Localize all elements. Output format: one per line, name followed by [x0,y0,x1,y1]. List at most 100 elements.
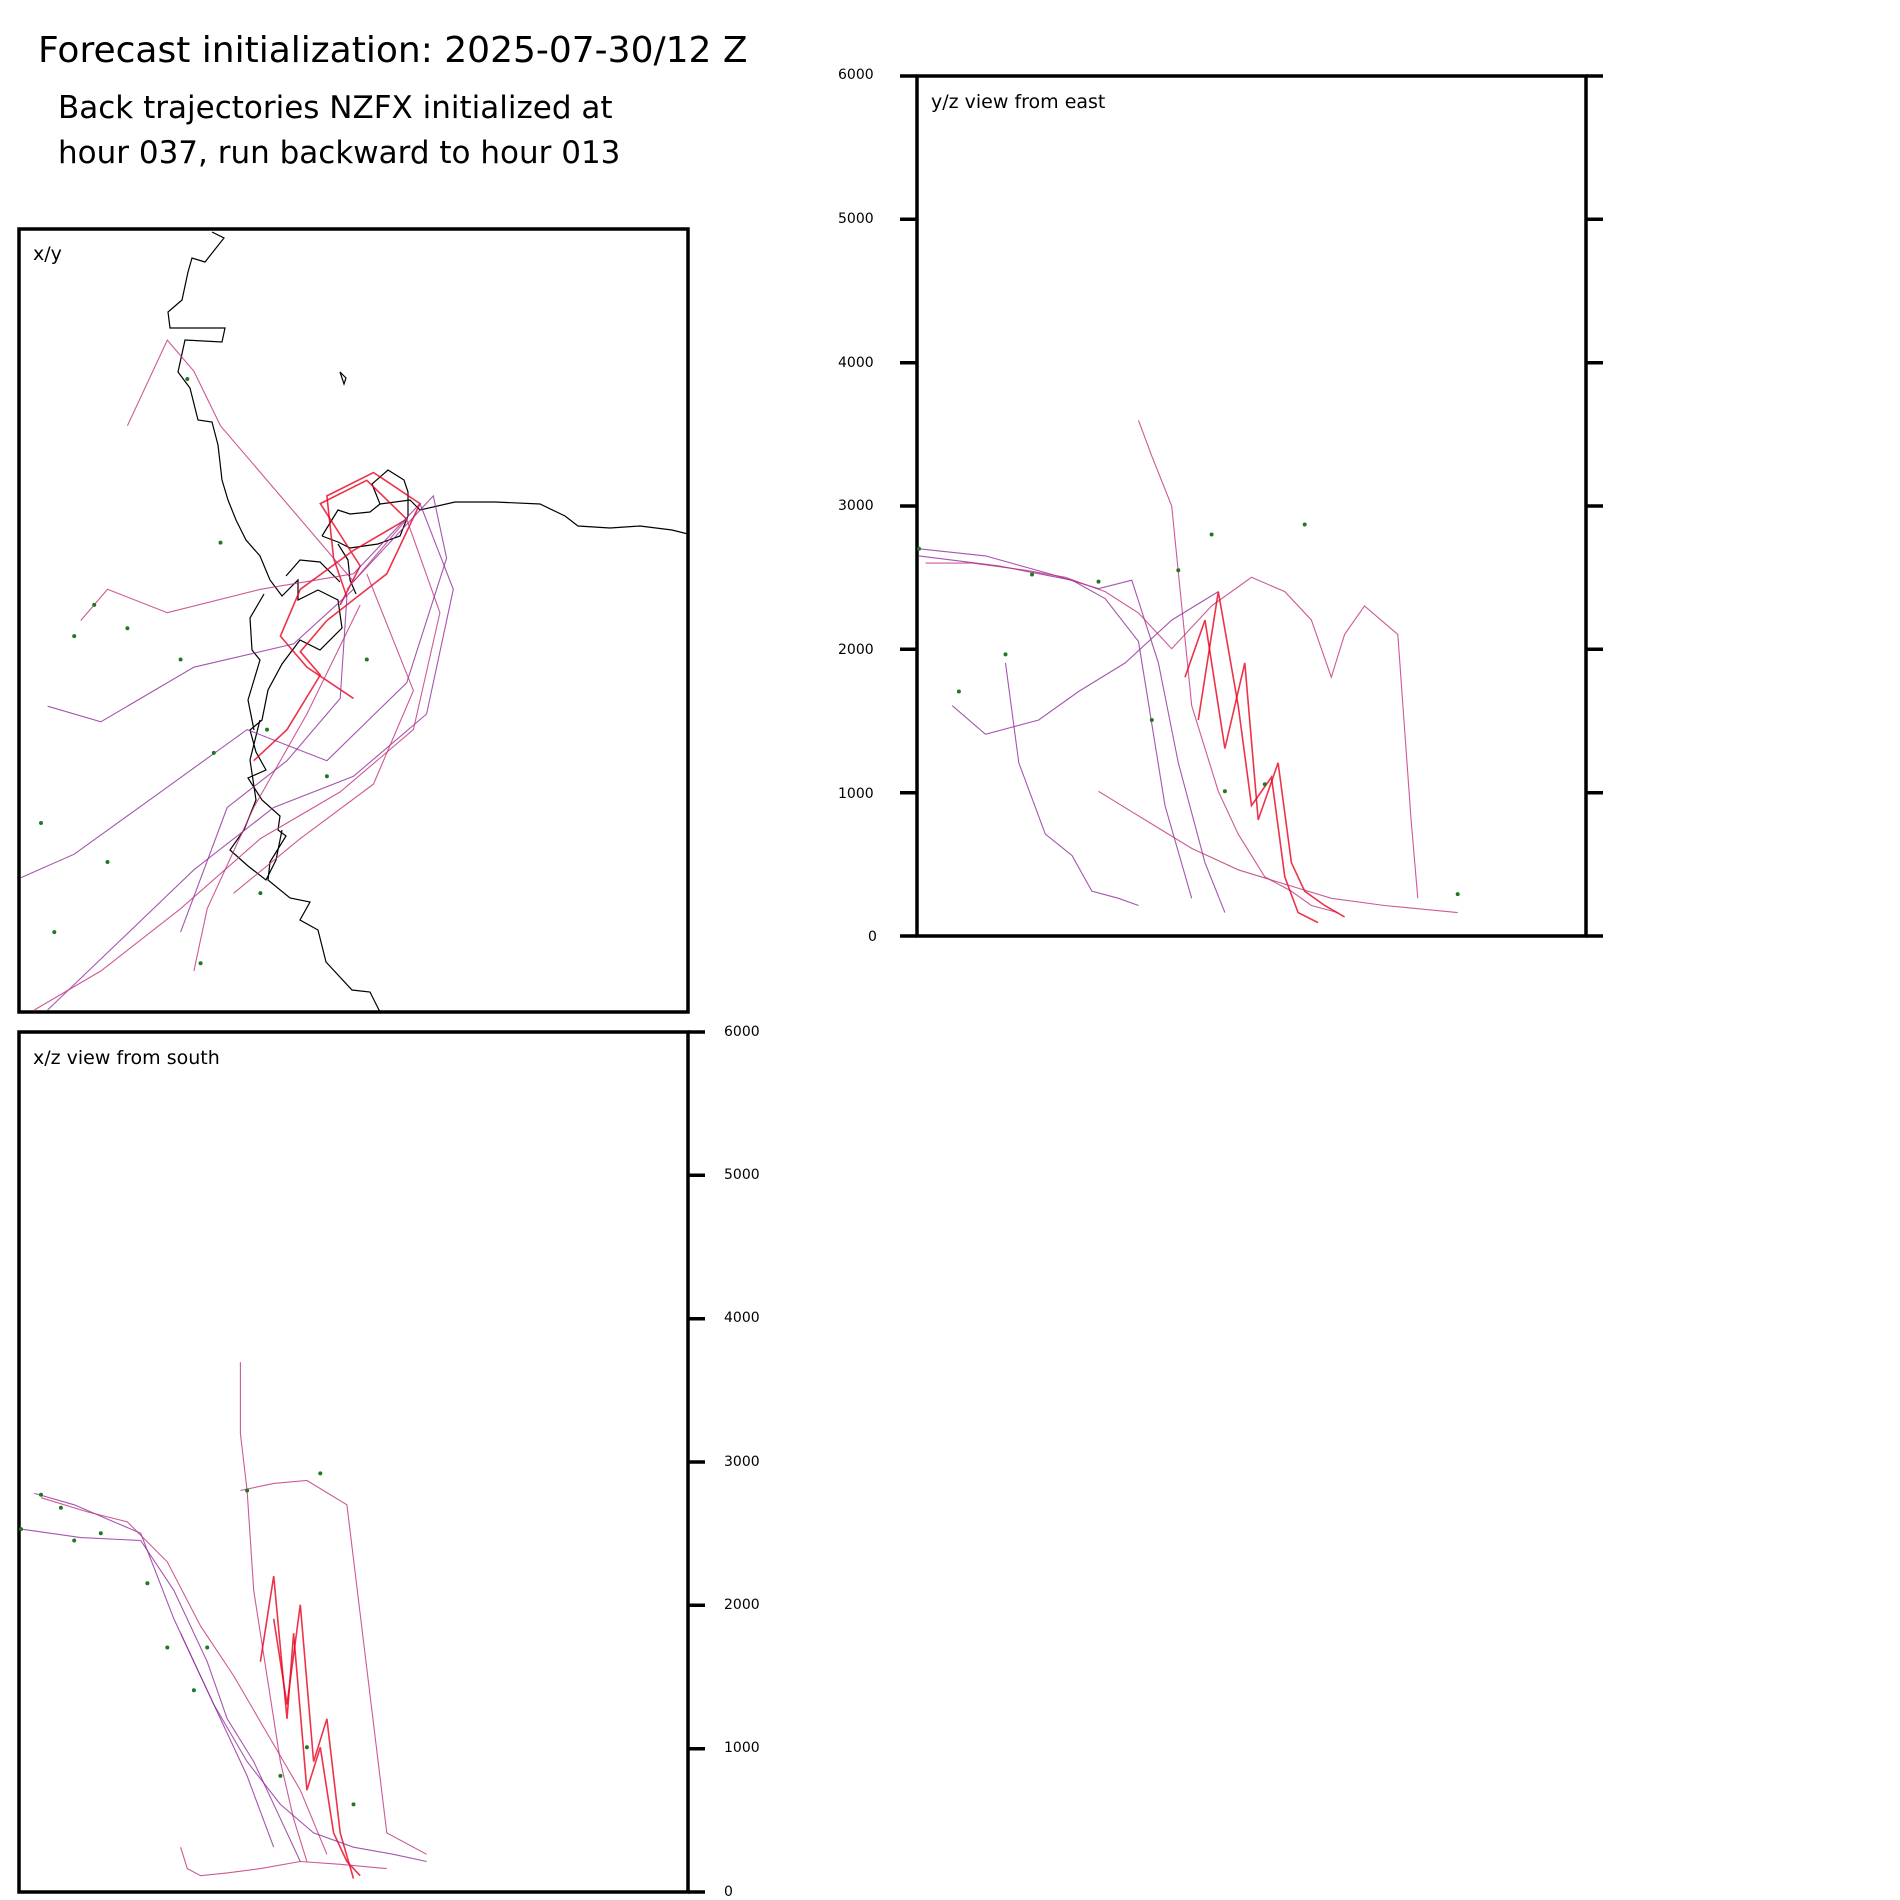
trajectory-start-point [245,1488,250,1493]
xz-panel-label: x/z view from south [33,1047,220,1069]
subtitle-line-1: Back trajectories NZFX initialized at [58,90,613,126]
trajectory-line [1197,591,1319,924]
trajectory-line [279,479,409,700]
trajectory-start-point [1455,892,1460,897]
xz-trajectory-layer [19,1362,427,1879]
trajectory-line [1098,790,1458,914]
trajectory-start-point [191,1688,196,1693]
trajectory-line [951,591,1219,735]
trajectory-start-point [324,774,329,779]
trajectory-start-point [318,1471,323,1476]
trajectory-line [326,471,422,622]
yz-tick-label: 2000 [838,642,874,658]
trajectory-line [259,1575,361,1877]
xz-tick-label: 1000 [724,1740,760,1756]
yz-tick-label: 1000 [838,786,874,802]
trajectory-start-point [1262,782,1267,787]
trajectory-line [272,1604,355,1879]
trajectory-line [34,1492,275,1848]
yz-panel-label: y/z view from east [931,91,1106,113]
yz-trajectory-layer [917,420,1460,924]
xz-tick-label: 6000 [724,1024,760,1040]
trajectory-start-point [145,1581,150,1586]
trajectory-start-point [185,377,190,381]
yz-tick-label: 3000 [838,498,874,514]
xz-tick-label: 3000 [724,1454,760,1470]
xz-tick-label: 4000 [724,1310,760,1326]
trajectory-line [47,502,454,1011]
trajectory-line [1004,662,1139,907]
trajectory-line [1137,420,1339,914]
trajectory-line [80,573,354,621]
trajectory-start-point [58,1505,63,1510]
xz-tick-label: 0 [724,1884,733,1900]
trajectory-line [1184,619,1345,918]
trajectory-start-point [39,821,43,825]
forecast-title: Forecast initialization: 2025-07-30/12 Z [38,30,748,71]
subtitle-line-2: hour 037, run backward to hour 013 [58,135,621,171]
xz-tick-label: 2000 [724,1597,760,1613]
trajectory-start-point [351,1802,356,1807]
trajectory-line [126,339,354,582]
trajectory-line [253,619,328,762]
trajectory-start-point [1003,652,1008,657]
trajectory-line [34,518,441,1011]
trajectory-start-point [52,930,57,935]
trajectory-line [20,1528,301,1862]
trajectory-line [918,555,1193,899]
trajectory-start-point [304,1745,309,1750]
trajectory-start-point [1149,718,1154,722]
yz-tick-label: 0 [868,929,877,945]
trajectory-line [180,597,348,933]
trajectory-start-point [165,1645,170,1650]
trajectory-start-point [125,626,130,631]
trajectory-start-point [72,1538,77,1543]
xz-panel-frame [17,1030,690,1894]
yz-panel-frame [915,74,1588,938]
trajectory-line [40,1497,328,1855]
trajectory-start-point [956,689,961,694]
trajectory-start-point [19,1527,23,1532]
yz-axis-ticks [900,74,1603,938]
yz-tick-label: 4000 [838,355,874,371]
xy-trajectory-layer [20,339,454,1011]
trajectory-start-point [178,657,183,662]
trajectory-line [240,1479,427,1855]
trajectory-start-point [1222,789,1227,794]
trajectory-start-point [39,1492,43,1497]
trajectory-start-point [364,657,369,662]
yz-tick-label: 5000 [838,211,874,227]
yz-tick-label: 6000 [838,67,874,83]
trajectory-start-point [265,727,269,732]
trajectory-start-point [198,961,203,966]
trajectory-start-point [218,540,223,545]
trajectory-start-point [1030,572,1034,577]
trajectory-start-point [205,1645,210,1650]
trajectory-start-point [72,634,77,639]
xz-tick-label: 5000 [724,1167,760,1183]
trajectory-start-point [1176,568,1181,573]
trajectory-start-point [211,750,216,755]
trajectory-line [233,573,414,894]
trajectory-start-point [98,1531,103,1536]
trajectory-line [193,604,361,972]
trajectory-line [47,588,354,723]
coastline [167,231,689,1013]
trajectory-line [180,1847,387,1877]
xy-panel-frame [17,227,690,1014]
trajectory-start-point [1096,579,1101,584]
trajectory-start-point [917,546,921,551]
trajectory-start-point [105,860,110,864]
trajectory-line [20,494,448,879]
trajectory-line [239,1362,308,1862]
xz-axis-ticks [688,1030,705,1894]
xy-panel-label: x/y [33,243,62,265]
trajectory-line [180,1632,427,1863]
trajectory-start-point [258,891,263,896]
trajectory-start-point [278,1773,283,1778]
trajectory-start-point [1209,532,1214,537]
trajectory-start-point [1302,522,1307,527]
trajectory-start-point [92,602,97,607]
trajectory-line [925,562,1419,899]
